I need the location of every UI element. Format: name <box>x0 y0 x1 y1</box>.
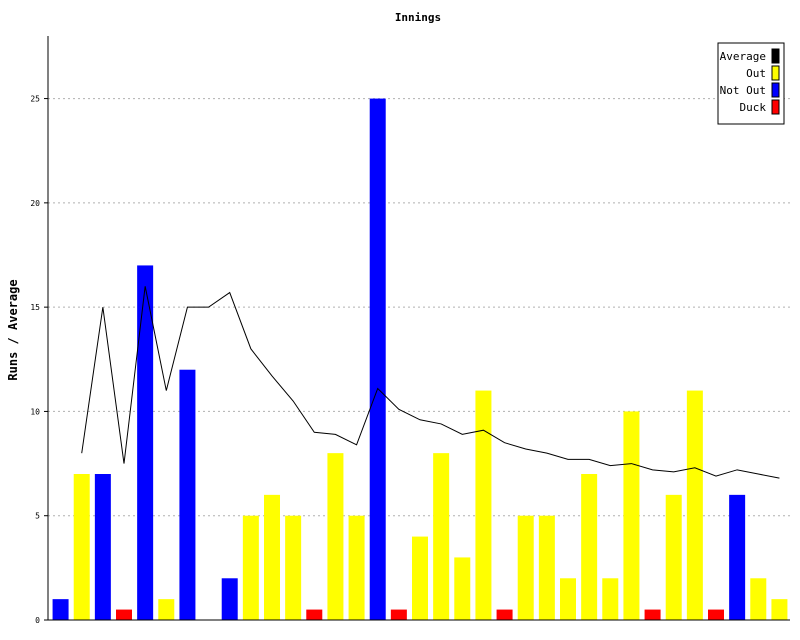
y-tick-label: 20 <box>30 199 40 208</box>
y-axis-label: Runs / Average <box>6 279 20 380</box>
legend-swatch-average <box>771 48 780 64</box>
bar-out <box>242 515 259 620</box>
bar-out <box>412 536 428 620</box>
legend-swatch-not-out <box>771 82 780 98</box>
y-tick-label: 0 <box>35 616 40 625</box>
bar-out <box>602 578 619 620</box>
legend-swatch-out <box>771 65 780 81</box>
bar-duck <box>390 609 407 620</box>
bar-not-out <box>94 474 111 620</box>
bar-not-out <box>179 369 196 620</box>
bar-duck <box>496 609 513 620</box>
y-tick-label: 5 <box>35 512 40 521</box>
bar-not-out <box>729 494 746 620</box>
bar-out <box>771 599 788 620</box>
bar-duck <box>116 609 132 620</box>
bar-out <box>623 411 640 620</box>
y-tick-label: 25 <box>30 95 40 104</box>
legend-label-not-out: Not Out <box>720 84 766 97</box>
bar-out <box>517 515 534 620</box>
y-tick-label: 15 <box>30 303 40 312</box>
bar-out <box>750 578 767 620</box>
bar-not-out <box>52 599 69 620</box>
average-line <box>81 286 780 479</box>
bar-out <box>327 453 344 620</box>
y-tick-label: 10 <box>30 407 40 416</box>
bar-duck <box>708 609 724 620</box>
y-tick-labels: 0 5 10 15 20 25 <box>30 95 48 625</box>
bar-out <box>73 474 90 620</box>
bar-not-out <box>369 98 386 621</box>
bar-out <box>538 515 555 620</box>
bar-out <box>581 474 598 620</box>
legend-label-out: Out <box>746 67 766 80</box>
bar-out <box>158 599 175 620</box>
bars <box>52 98 788 621</box>
bar-duck <box>306 609 323 620</box>
bar-out <box>285 515 302 620</box>
bar-out <box>665 494 682 620</box>
legend: Average Out Not Out Duck <box>717 42 785 125</box>
average-line-group <box>81 286 780 479</box>
legend-swatch-duck <box>771 99 780 115</box>
chart-title: Innings <box>395 11 441 24</box>
bar-out <box>348 515 365 620</box>
bar-not-out <box>221 578 238 620</box>
bar-out <box>264 494 280 620</box>
bar-out <box>454 557 471 620</box>
grid-lines <box>48 98 790 517</box>
legend-label-average: Average <box>720 50 766 63</box>
legend-label-duck: Duck <box>740 101 767 114</box>
bar-out <box>560 578 576 620</box>
bar-duck <box>644 609 661 620</box>
bar-not-out <box>137 265 154 620</box>
bar-out <box>475 390 492 620</box>
bar-out <box>433 453 450 620</box>
bar-out <box>686 390 703 620</box>
